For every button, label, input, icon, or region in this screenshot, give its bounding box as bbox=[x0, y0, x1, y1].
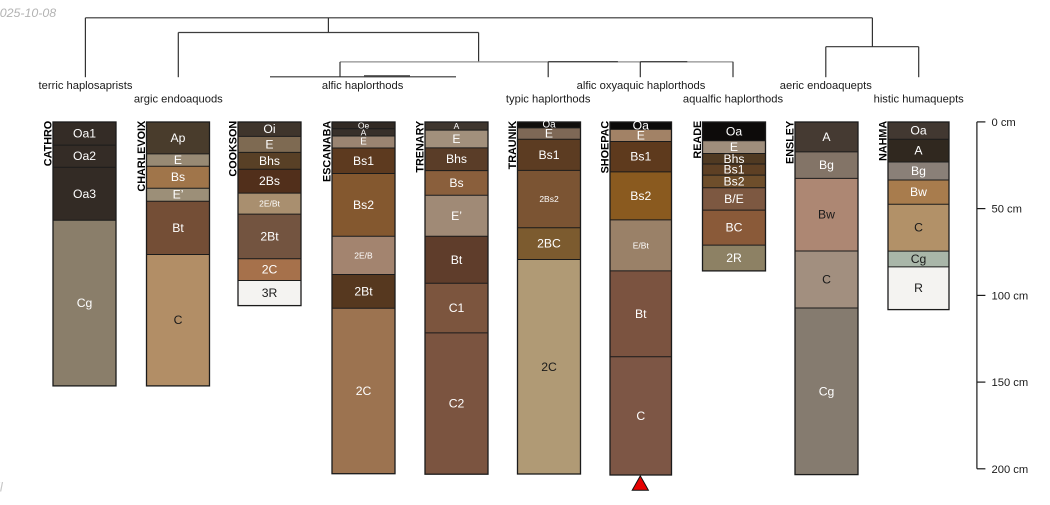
svg-text:aeric endoaquepts: aeric endoaquepts bbox=[780, 80, 872, 92]
svg-text:E: E bbox=[452, 132, 460, 146]
svg-text:E’: E’ bbox=[173, 188, 184, 202]
svg-text:Bs1: Bs1 bbox=[353, 154, 374, 168]
svg-text:Bt: Bt bbox=[451, 253, 463, 267]
svg-text:C: C bbox=[822, 273, 831, 287]
svg-text:COOKSON: COOKSON bbox=[228, 121, 240, 177]
svg-text:Bs1: Bs1 bbox=[630, 150, 651, 164]
svg-text:2R: 2R bbox=[726, 251, 742, 265]
svg-text:2Bt: 2Bt bbox=[260, 229, 279, 243]
svg-text:Bt: Bt bbox=[635, 307, 647, 321]
svg-text:C2: C2 bbox=[449, 397, 465, 411]
svg-text:argic endoaquods: argic endoaquods bbox=[134, 93, 223, 105]
svg-text:2E/B: 2E/B bbox=[354, 250, 373, 260]
svg-text:Cg: Cg bbox=[911, 252, 927, 266]
svg-text:A: A bbox=[454, 121, 460, 131]
svg-text:BC: BC bbox=[726, 221, 743, 235]
svg-text:2C: 2C bbox=[356, 384, 372, 398]
svg-text:A: A bbox=[361, 127, 367, 137]
svg-text:0 cm: 0 cm bbox=[992, 117, 1016, 129]
svg-text:2E/Bt: 2E/Bt bbox=[259, 199, 280, 209]
svg-text:Oa1: Oa1 bbox=[73, 127, 96, 141]
svg-text:histic humaquepts: histic humaquepts bbox=[874, 93, 965, 105]
svg-text:2BC: 2BC bbox=[537, 237, 561, 251]
svg-text:E: E bbox=[265, 137, 273, 151]
svg-text:50 cm: 50 cm bbox=[992, 204, 1022, 216]
svg-text:Oa: Oa bbox=[542, 120, 556, 131]
svg-text:ll: ll bbox=[0, 480, 4, 495]
svg-text:Bs: Bs bbox=[449, 176, 463, 190]
svg-text:CHARLEVOIX: CHARLEVOIX bbox=[136, 120, 148, 192]
svg-text:E’: E’ bbox=[451, 209, 462, 223]
svg-text:Oe: Oe bbox=[358, 120, 370, 130]
svg-text:ESCANABA: ESCANABA bbox=[322, 121, 334, 182]
svg-text:Bw: Bw bbox=[910, 185, 927, 199]
svg-text:2C: 2C bbox=[541, 360, 557, 374]
svg-text:C: C bbox=[174, 313, 183, 327]
svg-text:150 cm: 150 cm bbox=[992, 377, 1029, 389]
svg-text:Bs2: Bs2 bbox=[630, 189, 651, 203]
svg-text:SHOEPAC: SHOEPAC bbox=[600, 121, 612, 174]
svg-text:B/E: B/E bbox=[724, 192, 744, 206]
svg-text:Oa: Oa bbox=[910, 124, 926, 138]
svg-text:E: E bbox=[545, 127, 553, 141]
svg-text:2Bt: 2Bt bbox=[354, 284, 373, 298]
svg-text:alfic haplorthods: alfic haplorthods bbox=[322, 80, 404, 92]
svg-text:TRENARY: TRENARY bbox=[415, 120, 427, 173]
svg-text:Bhs: Bhs bbox=[259, 154, 280, 168]
svg-text:Bg: Bg bbox=[911, 164, 926, 178]
svg-text:Bs: Bs bbox=[171, 170, 185, 184]
svg-text:NAHMA: NAHMA bbox=[878, 121, 890, 161]
svg-text:2C: 2C bbox=[262, 263, 278, 277]
svg-text:R: R bbox=[914, 281, 923, 295]
svg-text:E/Bt: E/Bt bbox=[633, 240, 650, 250]
svg-text:ENSLEY: ENSLEY bbox=[785, 120, 797, 164]
svg-text:Oa2: Oa2 bbox=[73, 149, 96, 163]
svg-text:Cg: Cg bbox=[77, 296, 93, 310]
svg-text:Oa3: Oa3 bbox=[73, 187, 96, 201]
svg-text:Cg: Cg bbox=[819, 384, 835, 398]
svg-text:E: E bbox=[360, 137, 367, 148]
svg-text:Oi: Oi bbox=[263, 122, 275, 136]
svg-text:E: E bbox=[174, 153, 182, 167]
svg-text:CATHRO: CATHRO bbox=[43, 121, 55, 166]
svg-text:Bg: Bg bbox=[819, 158, 834, 172]
svg-text:TRAUNIK: TRAUNIK bbox=[507, 121, 519, 170]
svg-text:C: C bbox=[914, 221, 923, 235]
svg-text:Ap: Ap bbox=[171, 131, 186, 145]
svg-text:C1: C1 bbox=[449, 301, 465, 315]
svg-text:100 cm: 100 cm bbox=[992, 290, 1029, 302]
svg-text:READE: READE bbox=[692, 121, 704, 159]
svg-text:alfic oxyaquic haplorthods: alfic oxyaquic haplorthods bbox=[577, 80, 706, 92]
svg-text:Bw: Bw bbox=[818, 208, 835, 222]
svg-text:2Bs: 2Bs bbox=[259, 174, 280, 188]
svg-text:E: E bbox=[637, 128, 645, 142]
svg-text:200 cm: 200 cm bbox=[992, 464, 1029, 476]
svg-text:2Bs2: 2Bs2 bbox=[539, 194, 559, 204]
svg-text:3R: 3R bbox=[262, 286, 278, 300]
svg-text:terric haplosaprists: terric haplosaprists bbox=[39, 80, 133, 92]
svg-text:Bs2: Bs2 bbox=[353, 198, 374, 212]
svg-text:Bhs: Bhs bbox=[446, 152, 467, 166]
svg-text:A: A bbox=[914, 144, 923, 158]
svg-text:2025-10-08: 2025-10-08 bbox=[0, 6, 56, 20]
svg-text:E: E bbox=[730, 140, 738, 154]
svg-text:Bt: Bt bbox=[172, 221, 184, 235]
svg-text:Bhs: Bhs bbox=[723, 152, 744, 166]
svg-text:Bs1: Bs1 bbox=[723, 163, 744, 177]
svg-text:typic haplorthods: typic haplorthods bbox=[506, 93, 591, 105]
svg-text:Oa: Oa bbox=[726, 124, 742, 138]
svg-text:aqualfic haplorthods: aqualfic haplorthods bbox=[683, 93, 784, 105]
svg-text:Oa: Oa bbox=[633, 119, 649, 133]
svg-text:Bs2: Bs2 bbox=[723, 174, 744, 188]
svg-text:Bs1: Bs1 bbox=[538, 148, 559, 162]
svg-text:C: C bbox=[636, 409, 645, 423]
svg-text:A: A bbox=[822, 130, 831, 144]
